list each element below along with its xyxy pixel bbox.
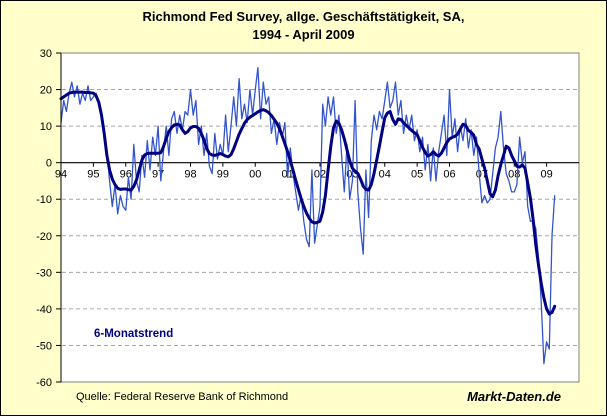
y-tick-label: -40	[36, 304, 52, 316]
trend-annotation: 6-Monatstrend	[94, 328, 174, 340]
chart-title: Richmond Fed Survey, allge. Geschäftstät…	[1, 8, 606, 44]
y-tick-label: -10	[36, 194, 52, 206]
x-tick-label: 00	[249, 169, 261, 181]
x-tick-label: 02	[314, 169, 326, 181]
y-tick-label: 10	[40, 121, 52, 133]
monthly-line	[60, 66, 556, 365]
trend-line	[59, 90, 557, 316]
x-tick-label: 05	[411, 169, 423, 181]
y-tick-label: -50	[36, 340, 52, 352]
y-tick-label: 20	[40, 85, 52, 97]
brand-label: Markt-Daten.de	[467, 389, 561, 404]
y-tick-label: -20	[36, 231, 52, 243]
x-tick-label: 98	[184, 169, 196, 181]
x-tick-label: 06	[443, 169, 455, 181]
source-note: Quelle: Federal Reserve Bank of Richmond	[76, 391, 289, 403]
chart-title-line2: 1994 - April 2009	[252, 27, 355, 42]
x-tick-label: 95	[87, 169, 99, 181]
x-tick-label: 08	[508, 169, 520, 181]
x-tick-label: 04	[379, 169, 391, 181]
chart-title-line1: Richmond Fed Survey, allge. Geschäftstät…	[142, 9, 465, 24]
y-tick-label: 30	[40, 48, 52, 60]
x-tick-label: 96	[120, 169, 132, 181]
x-tick-label: 09	[541, 169, 553, 181]
x-tick-label: 99	[217, 169, 229, 181]
y-tick-label: -30	[36, 267, 52, 279]
y-tick-label: -60	[36, 377, 52, 389]
y-tick-label: 0	[46, 158, 52, 170]
